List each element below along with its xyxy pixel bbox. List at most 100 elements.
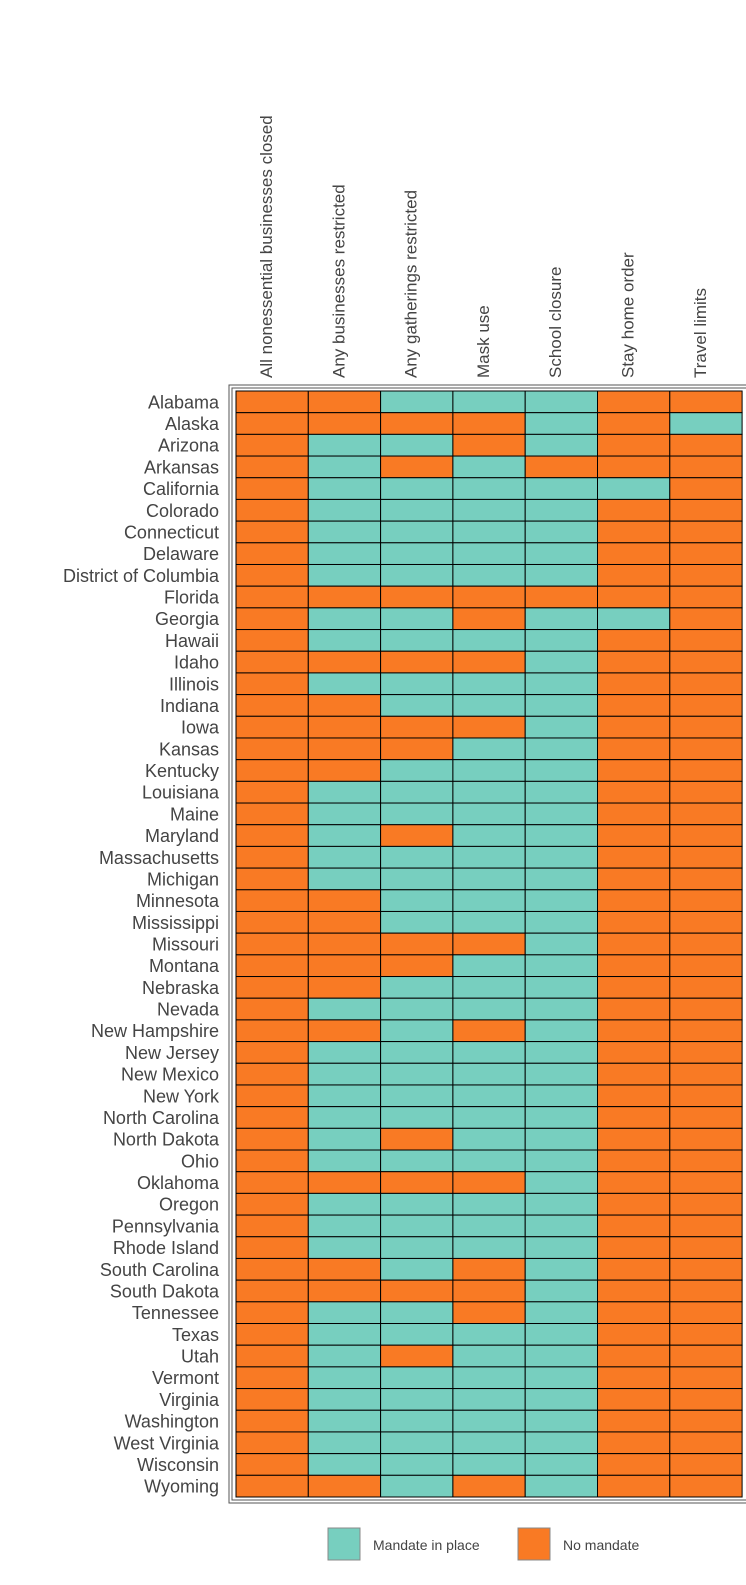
- cell: [524, 1257, 599, 1281]
- row-label: New Hampshire: [91, 1021, 219, 1041]
- legend-label: Mandate in place: [373, 1537, 480, 1553]
- cell: [307, 715, 382, 739]
- cell: [380, 563, 454, 587]
- cell: [380, 1236, 454, 1259]
- cell: [307, 737, 382, 761]
- cell: [380, 520, 454, 544]
- cell: [380, 715, 454, 739]
- row-label: Michigan: [147, 869, 219, 889]
- column-label: All nonessential businesses closed: [257, 115, 276, 378]
- cell: [307, 390, 382, 414]
- cell: [307, 1474, 382, 1498]
- cell: [524, 867, 599, 891]
- row-label: Kentucky: [145, 761, 219, 781]
- cell: [524, 1431, 599, 1455]
- cell: [597, 1301, 671, 1325]
- cell: [235, 954, 309, 978]
- cell: [597, 932, 671, 956]
- cell: [452, 1106, 526, 1129]
- cell: [235, 433, 309, 457]
- cell: [597, 1106, 671, 1129]
- cell: [669, 1344, 743, 1368]
- cell: [597, 1279, 671, 1303]
- cell: [380, 694, 454, 717]
- cell: [235, 1344, 309, 1368]
- cell: [669, 715, 743, 739]
- cell: [235, 1366, 309, 1390]
- cell: [669, 910, 743, 934]
- cell: [235, 1301, 309, 1325]
- cell: [452, 1236, 526, 1259]
- cell: [235, 390, 309, 414]
- cell: [524, 1171, 599, 1194]
- cell: [669, 932, 743, 956]
- cell: [235, 1041, 309, 1064]
- cell: [235, 1257, 309, 1281]
- cell: [597, 1171, 671, 1194]
- cell: [524, 1127, 599, 1151]
- cell: [380, 455, 454, 479]
- cell: [597, 1366, 671, 1390]
- cell: [669, 1301, 743, 1325]
- cell: [524, 672, 599, 696]
- cell: [597, 824, 671, 847]
- cell: [380, 1323, 454, 1346]
- cell: [235, 910, 309, 934]
- cell: [307, 780, 382, 804]
- cell: [380, 976, 454, 999]
- cell: [524, 650, 599, 674]
- cell: [597, 1214, 671, 1238]
- row-label: Nevada: [157, 1000, 220, 1020]
- cell: [235, 1149, 309, 1173]
- cell: [524, 759, 599, 782]
- cell: [380, 1149, 454, 1173]
- cell: [597, 1323, 671, 1346]
- legend-swatch: [327, 1527, 361, 1561]
- cell: [669, 390, 743, 414]
- cell: [452, 976, 526, 999]
- cell: [307, 997, 382, 1021]
- row-label: New York: [143, 1086, 220, 1106]
- cell: [597, 737, 671, 761]
- cell: [452, 455, 526, 479]
- cell: [597, 433, 671, 457]
- cell: [524, 1323, 599, 1346]
- cell: [669, 1236, 743, 1259]
- cell: [524, 1366, 599, 1390]
- column-label: Any businesses restricted: [329, 184, 348, 378]
- cell: [380, 1431, 454, 1455]
- cell: [597, 1431, 671, 1455]
- cell: [597, 910, 671, 934]
- cell: [669, 1149, 743, 1173]
- row-label: Delaware: [143, 544, 219, 564]
- cell: [524, 607, 599, 631]
- cell: [452, 650, 526, 674]
- cell: [380, 845, 454, 869]
- cell: [669, 563, 743, 587]
- row-label: Alabama: [148, 392, 220, 412]
- cell: [307, 1344, 382, 1368]
- column-label: Stay home order: [619, 252, 638, 378]
- cell: [380, 1301, 454, 1325]
- cell: [524, 845, 599, 869]
- row-label: New Jersey: [125, 1043, 219, 1063]
- cell: [669, 889, 743, 912]
- cell: [235, 932, 309, 956]
- cell: [380, 737, 454, 761]
- cell: [307, 845, 382, 869]
- row-label: Alaska: [165, 414, 220, 434]
- cell: [524, 910, 599, 934]
- cell: [524, 802, 599, 826]
- cell: [235, 802, 309, 826]
- cell: [235, 1084, 309, 1108]
- row-label: Illinois: [169, 674, 219, 694]
- row-label: Minnesota: [136, 891, 220, 911]
- cell: [524, 390, 599, 414]
- cell: [597, 629, 671, 652]
- cell: [235, 737, 309, 761]
- cell: [380, 1453, 454, 1476]
- cell: [524, 1279, 599, 1303]
- cell: [524, 976, 599, 999]
- cell: [452, 889, 526, 912]
- cell: [524, 1019, 599, 1043]
